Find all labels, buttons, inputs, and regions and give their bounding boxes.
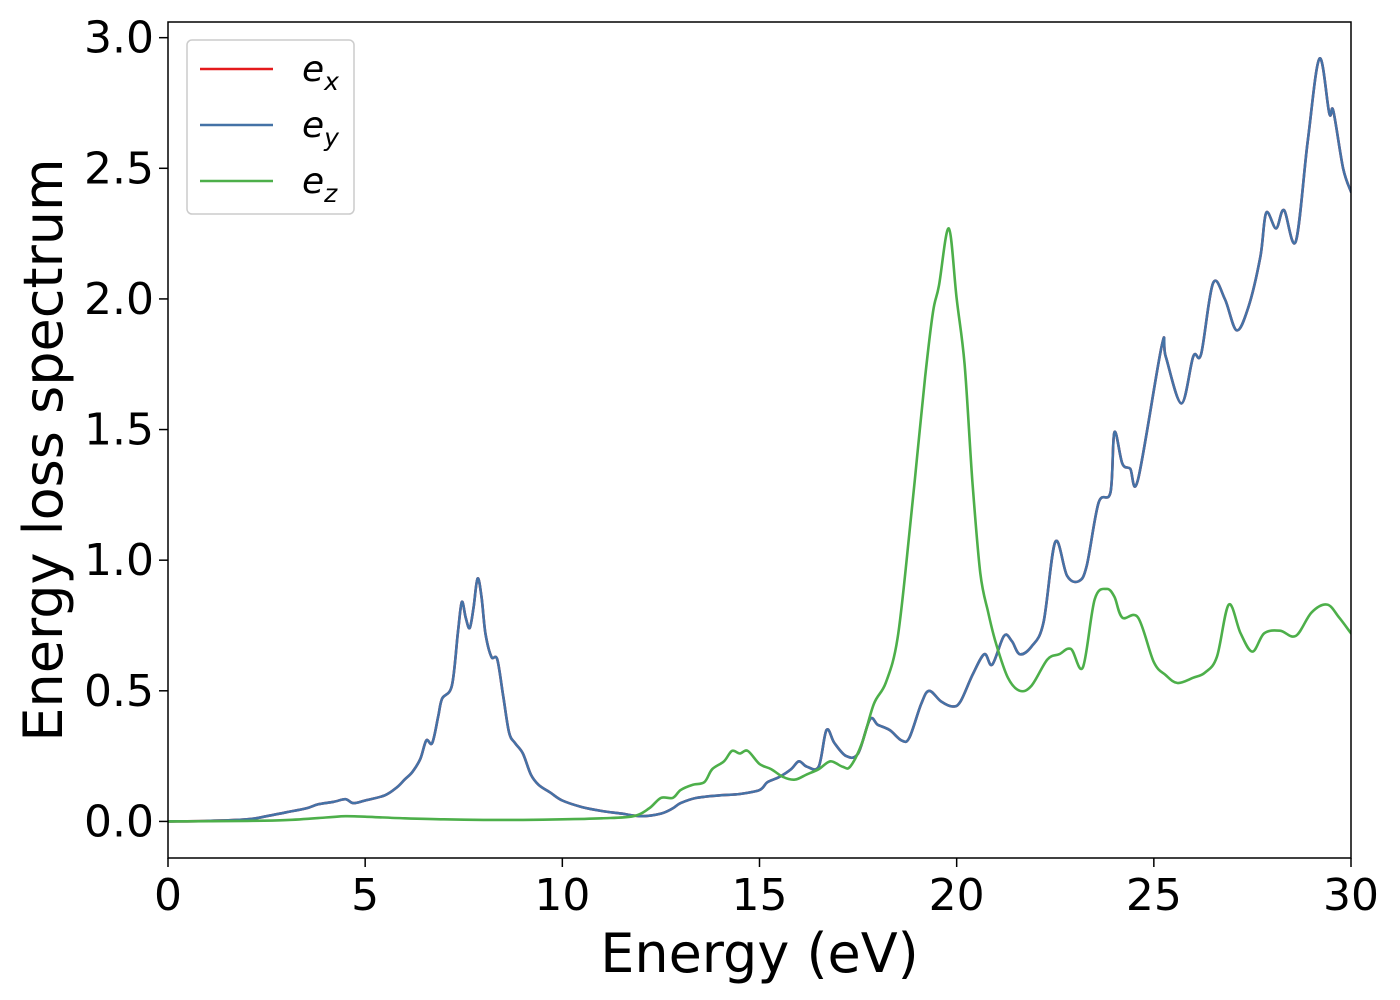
- x-axis: 0 5 10 15 20 25 30: [154, 858, 1379, 921]
- x-tick-label: 15: [732, 870, 788, 921]
- x-axis-label: Energy (eV): [600, 922, 919, 985]
- legend-label-base: e: [302, 105, 324, 146]
- y-axis: 0.0 0.5 1.0 1.5 2.0 2.5 3.0: [84, 13, 168, 847]
- y-tick-label: 2.0: [84, 274, 154, 325]
- x-tick-label: 20: [929, 870, 985, 921]
- legend-label-e-z: ez: [302, 161, 338, 208]
- x-tick-label: 0: [154, 870, 182, 921]
- legend-label-subscript: y: [323, 123, 340, 152]
- x-tick-label: 5: [351, 870, 379, 921]
- legend-label-subscript: x: [323, 67, 339, 96]
- legend-label-e-x: ex: [302, 49, 339, 96]
- series-line-e-z: [168, 227, 1351, 823]
- legend-label-subscript: z: [323, 179, 338, 208]
- y-tick-label: 3.0: [84, 13, 154, 64]
- y-tick-label: 0.0: [84, 796, 154, 847]
- x-tick-label: 30: [1323, 870, 1379, 921]
- y-axis-label: Energy loss spectrum: [12, 158, 75, 741]
- series-layer: [168, 57, 1351, 823]
- y-tick-label: 0.5: [84, 666, 154, 717]
- series-line-e-y: [168, 57, 1351, 823]
- y-tick-label: 2.5: [84, 143, 154, 194]
- x-tick-label: 25: [1126, 870, 1182, 921]
- x-tick-label: 10: [534, 870, 590, 921]
- y-tick-label: 1.5: [84, 405, 154, 456]
- legend-box: [186, 39, 355, 215]
- legend-label-e-y: ey: [302, 105, 340, 152]
- legend-label-base: e: [302, 49, 324, 90]
- legend-label-base: e: [302, 161, 324, 202]
- y-tick-label: 1.0: [84, 535, 154, 586]
